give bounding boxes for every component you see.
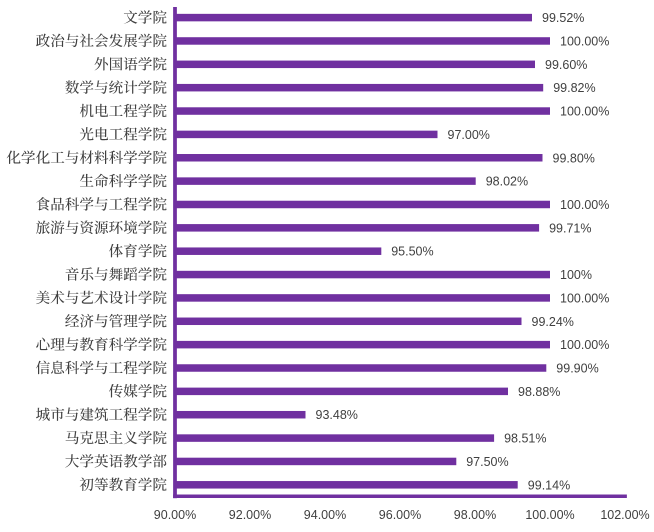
svg-text:99.71%: 99.71% (549, 221, 591, 235)
svg-text:100.00%: 100.00% (560, 291, 609, 305)
svg-text:92.00%: 92.00% (229, 508, 271, 522)
svg-text:99.90%: 99.90% (556, 362, 598, 376)
svg-text:99.80%: 99.80% (553, 151, 595, 165)
svg-text:99.60%: 99.60% (545, 58, 587, 72)
svg-text:99.82%: 99.82% (553, 81, 595, 95)
svg-text:100.00%: 100.00% (525, 508, 574, 522)
svg-text:98.02%: 98.02% (486, 175, 528, 189)
svg-text:99.52%: 99.52% (542, 11, 584, 25)
svg-text:99.14%: 99.14% (528, 478, 570, 492)
svg-text:97.50%: 97.50% (466, 455, 508, 469)
svg-text:95.50%: 95.50% (391, 245, 433, 259)
svg-text:93.48%: 93.48% (316, 408, 358, 422)
svg-text:100.00%: 100.00% (560, 105, 609, 119)
svg-text:100.00%: 100.00% (560, 338, 609, 352)
svg-text:90.00%: 90.00% (154, 508, 196, 522)
svg-text:96.00%: 96.00% (379, 508, 421, 522)
svg-text:98.51%: 98.51% (504, 432, 546, 446)
svg-text:100.00%: 100.00% (560, 34, 609, 48)
svg-text:99.24%: 99.24% (532, 315, 574, 329)
svg-text:94.00%: 94.00% (304, 508, 346, 522)
svg-text:98.88%: 98.88% (518, 385, 560, 399)
svg-text:100%: 100% (560, 268, 592, 282)
svg-text:102.00%: 102.00% (600, 508, 649, 522)
svg-text:100.00%: 100.00% (560, 198, 609, 212)
svg-text:97.00%: 97.00% (448, 128, 490, 142)
svg-text:98.00%: 98.00% (454, 508, 496, 522)
